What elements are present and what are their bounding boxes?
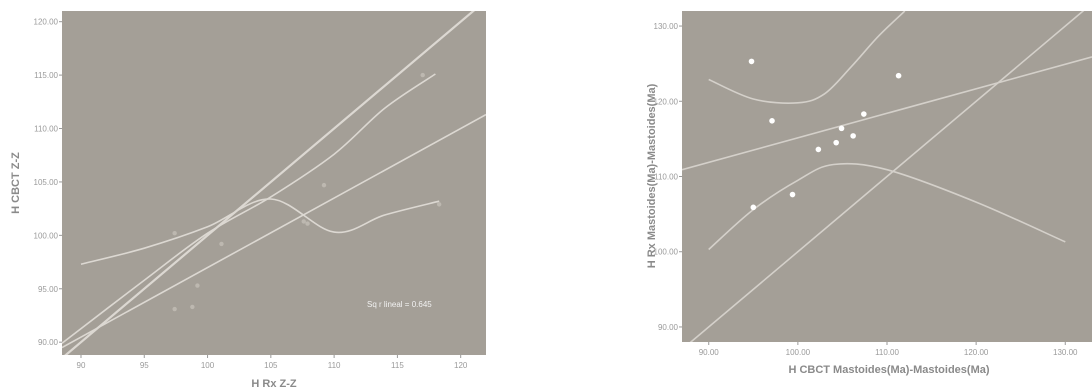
x-tick-label: 90.00 [699, 348, 720, 357]
x-tick-label: 110.00 [875, 348, 899, 357]
data-point [838, 125, 845, 132]
data-point [815, 146, 822, 153]
x-tick-label: 100.00 [786, 348, 811, 357]
scatter-chart-z-z: 90 95 100 105 110 115 120 90.00 95.00 100.00 105.0… [10, 11, 486, 390]
ci-upper-curve [708, 11, 906, 104]
y-tick-label: 90.00 [658, 323, 679, 332]
data-point [861, 111, 867, 117]
y-tick-label: 130.00 [654, 22, 679, 31]
fit-line [682, 56, 1092, 171]
x-tick-label: 110 [328, 361, 341, 370]
data-point [789, 191, 796, 198]
data-point [172, 231, 177, 236]
identity-line [689, 11, 1085, 342]
identity-line [64, 11, 476, 355]
data-point [219, 241, 224, 247]
data-point [321, 182, 327, 188]
data-point [420, 72, 425, 78]
ci-lower-curve [80, 198, 440, 265]
y-tick-label: 120.00 [654, 97, 679, 106]
x-tick-label: 95 [140, 361, 149, 370]
r-squared-annotation: Sq r lineal = 0.645 [367, 300, 432, 309]
y-tick-label: 120.00 [34, 18, 59, 27]
x-tick-label: 115 [391, 361, 404, 370]
x-tick-label: 120 [454, 361, 468, 370]
data-point [769, 118, 775, 124]
scatter-chart-mastoides: 90.00 100.00 110.00 120.00 130.00 90.00 100.00… [646, 11, 1092, 376]
data-point [190, 304, 195, 310]
y-tick-label: 95.00 [38, 285, 59, 294]
data-point [301, 219, 306, 224]
y-tick-label: 100.00 [34, 231, 59, 240]
data-point [172, 306, 177, 312]
y-tick-label: 110.00 [654, 173, 678, 182]
x-axis-label: H CBCT Mastoides(Ma)-Mastoides(Ma) [788, 364, 989, 376]
y-tick-label: 105.00 [34, 178, 59, 187]
data-point [748, 58, 755, 65]
x-tick-label: 120.00 [964, 348, 989, 357]
data-point [850, 133, 856, 139]
data-point [750, 204, 757, 211]
x-tick-label: 100 [201, 361, 215, 370]
x-tick-label: 130.00 [1053, 348, 1078, 357]
x-axis-label: H Rx Z-Z [251, 378, 297, 390]
data-point [195, 283, 200, 288]
data-point [833, 139, 839, 146]
y-tick-label: 110.00 [34, 125, 58, 134]
y-axis-label: H CBCT Z-Z [10, 152, 22, 214]
data-point [436, 202, 442, 207]
y-tick-label: 90.00 [38, 338, 59, 347]
y-tick-label: 100.00 [654, 248, 679, 257]
y-tick-label: 115.00 [34, 71, 58, 80]
data-point [895, 72, 902, 79]
data-point [305, 221, 310, 226]
fit-line [62, 113, 486, 349]
x-tick-label: 105 [264, 361, 278, 370]
y-axis-label: H Rx Mastoides(Ma)-Mastoides(Ma) [646, 83, 658, 268]
x-tick-label: 90 [77, 361, 86, 370]
